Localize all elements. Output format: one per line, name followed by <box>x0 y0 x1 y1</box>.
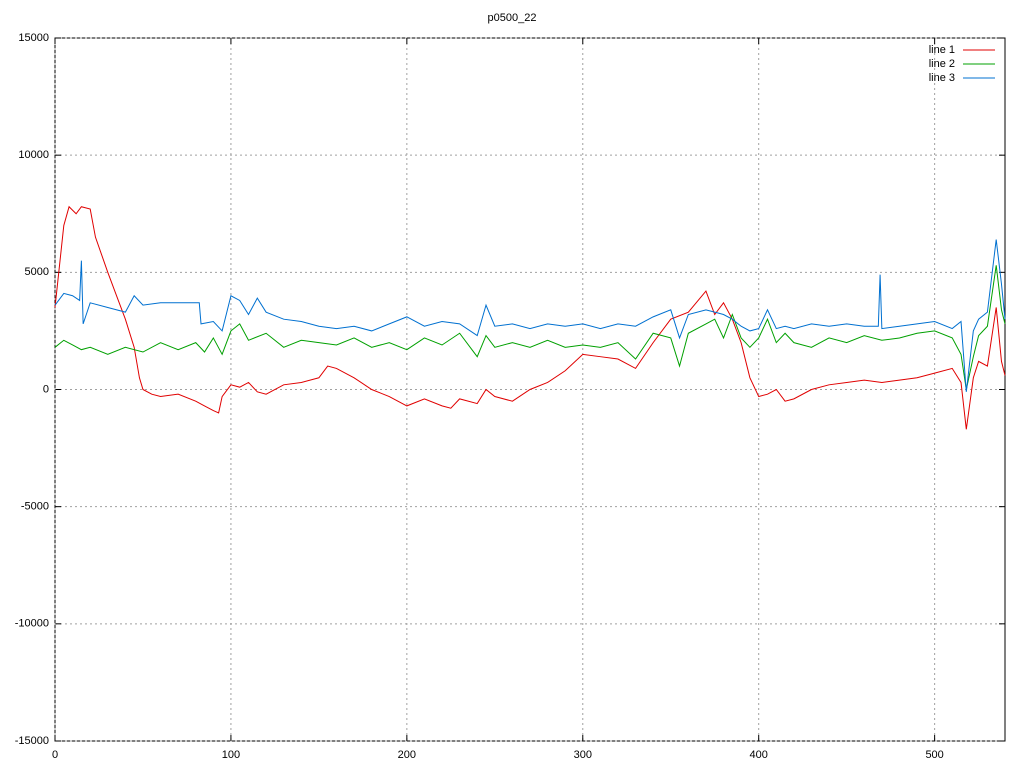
x-tick-label: 500 <box>925 749 943 761</box>
y-tick-label: 15000 <box>18 32 49 44</box>
chart-title: p0500_22 <box>488 12 537 24</box>
y-tick-label: -5000 <box>21 501 49 513</box>
legend-label: line 3 <box>929 72 955 84</box>
x-tick-label: 0 <box>52 749 58 761</box>
legend-label: line 1 <box>929 44 955 56</box>
x-tick-label: 300 <box>574 749 592 761</box>
data-line <box>54 265 1006 390</box>
data-line <box>54 205 1006 430</box>
y-tick-label: 0 <box>43 383 49 395</box>
data-line <box>54 239 1006 392</box>
x-tick-label: 100 <box>222 749 240 761</box>
y-tick-label: -10000 <box>15 618 49 630</box>
y-tick-label: 5000 <box>25 266 49 278</box>
y-tick-label: 10000 <box>18 149 49 161</box>
x-tick-label: 400 <box>750 749 768 761</box>
legend-label: line 2 <box>929 58 955 70</box>
y-tick-label: -15000 <box>15 735 49 747</box>
x-tick-label: 200 <box>398 749 416 761</box>
